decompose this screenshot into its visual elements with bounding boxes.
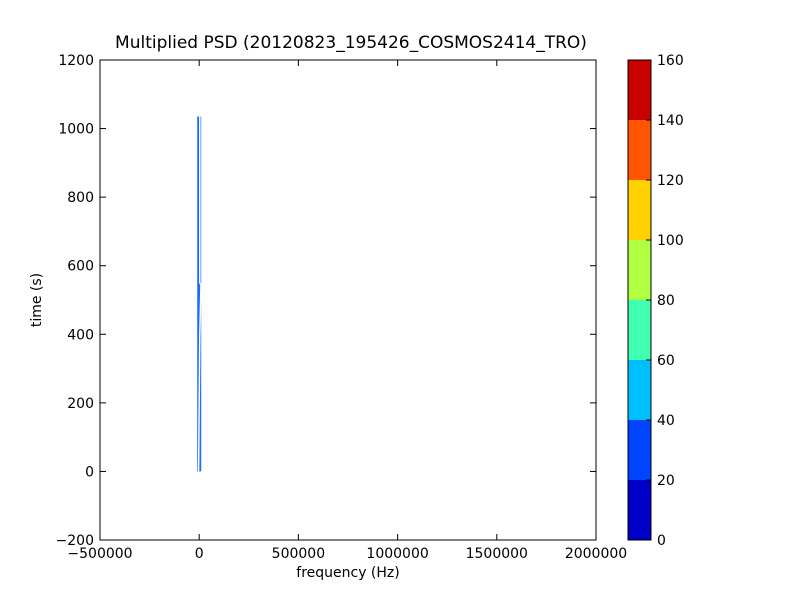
y-tick-label: −200 [56,533,94,549]
x-tick-label: 0 [195,546,204,562]
y-tick-label: 400 [67,327,94,343]
colorbar-tick-label: 120 [657,173,684,189]
colorbar-segment [628,480,651,540]
y-tick-label: 600 [67,259,94,275]
y-axis: −200 0 200 400 600 800 1000 1200 [56,53,596,549]
plot-frame [99,59,597,541]
colorbar-segment [628,180,651,240]
colorbar-segment [628,420,651,480]
heatmap-band [197,116,202,472]
colorbar-tick-label: 100 [657,233,684,249]
y-tick-label: 0 [85,464,94,480]
contour-line [197,116,202,472]
x-tick-label: −500000 [67,546,132,562]
colorbar-tick-label: 60 [657,353,675,369]
plot-area [197,116,202,472]
colorbar-tick-label: 140 [657,113,684,129]
colorbar-tick-label: 160 [657,53,684,69]
y-tick-label: 1200 [58,53,94,69]
y-axis-label: time (s) [29,273,45,327]
x-tick-label: 1000000 [366,546,428,562]
colorbar-tick-label: 40 [657,413,675,429]
colorbar-tick-label: 0 [657,533,666,549]
y-tick-label: 200 [67,396,94,412]
y-tick-label: 800 [67,190,94,206]
x-tick-label: 500000 [272,546,325,562]
colorbar-segment [628,240,651,300]
chart-title: Multiplied PSD (20120823_195426_COSMOS24… [115,33,587,53]
colorbar: 0 20 40 60 80 100 120 140 160 [627,53,684,549]
colorbar-tick-label: 20 [657,473,675,489]
x-axis-label: frequency (Hz) [296,565,399,581]
colorbar-segment [628,360,651,420]
colorbar-segment [628,60,651,120]
colorbar-segment [628,300,651,360]
x-tick-label: 2000000 [565,546,627,562]
x-tick-label: 1500000 [466,546,528,562]
colorbar-segment [628,120,651,180]
colorbar-tick-label: 80 [657,293,675,309]
y-tick-label: 1000 [58,122,94,138]
x-axis: −500000 0 500000 1000000 1500000 2000000 [67,60,627,562]
